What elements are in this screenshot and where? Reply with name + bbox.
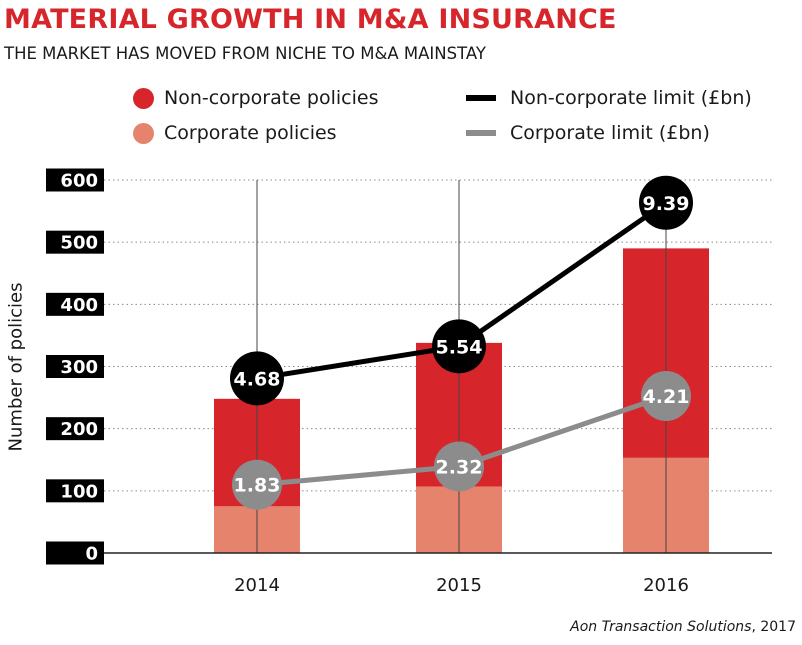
legend-non-corporate-policies: Non-corporate policies [133, 87, 379, 109]
chart-subtitle: THE MARKET HAS MOVED FROM NICHE TO M&A M… [4, 44, 486, 63]
legend-swatch-non-corporate-policies [133, 87, 154, 109]
y-tick-label: 500 [60, 233, 98, 254]
corporate-limit-data-label: 2.32 [436, 456, 483, 478]
legend-corporate-policies: Corporate policies [133, 122, 337, 144]
y-tick-label: 300 [60, 357, 98, 378]
y-tick-box [46, 479, 104, 503]
y-tick-label: 200 [60, 419, 98, 440]
legend-non-corporate-limit: Non-corporate limit (£bn) [466, 87, 752, 109]
source-credit: Aon Transaction Solutions, 2017 [570, 619, 796, 635]
y-tick-box [46, 355, 104, 378]
source-name: Aon Transaction Solutions [570, 619, 752, 635]
chart-title: MATERIAL GROWTH IN M&A INSURANCE [4, 4, 617, 35]
y-tick-box [46, 168, 104, 192]
non-corporate-limit-data-label: 4.68 [234, 368, 281, 390]
y-tick-label: 400 [60, 295, 98, 316]
legend-label: Corporate policies [164, 122, 337, 144]
legend-swatch-corporate-limit [466, 130, 496, 136]
corporate-limit-data-label: 4.21 [643, 386, 690, 408]
y-tick-label: 600 [60, 171, 98, 192]
x-tick-label: 2016 [643, 575, 689, 596]
y-tick-box [46, 417, 104, 441]
y-tick-box [46, 292, 104, 316]
y-tick-box [46, 230, 104, 254]
legend-label: Non-corporate policies [164, 87, 379, 109]
source-year: , 2017 [751, 619, 796, 635]
legend-label: Non-corporate limit (£bn) [510, 87, 752, 109]
non-corporate-limit-data-label: 9.39 [643, 193, 690, 215]
legend-label: Corporate limit (£bn) [510, 122, 710, 144]
corporate-limit-marker [641, 370, 691, 421]
x-tick-label: 2014 [234, 575, 280, 596]
non-corporate-limit-marker [230, 351, 284, 406]
non-corporate-limit-data-label: 5.54 [436, 336, 483, 358]
corporate-limit-data-label: 1.83 [234, 475, 281, 497]
legend-corporate-limit: Corporate limit (£bn) [466, 122, 710, 144]
corporate-limit-marker [434, 441, 484, 492]
y-tick-box [46, 541, 104, 565]
y-tick-label: 0 [85, 544, 98, 565]
legend-swatch-corporate-policies [133, 122, 154, 144]
corporate-limit-marker [232, 459, 282, 510]
non-corporate-limit-marker [432, 319, 486, 374]
non-corporate-limit-marker [639, 175, 693, 230]
legend-swatch-non-corporate-limit [466, 95, 496, 101]
x-tick-label: 2015 [436, 575, 482, 596]
y-tick-label: 100 [60, 481, 98, 502]
